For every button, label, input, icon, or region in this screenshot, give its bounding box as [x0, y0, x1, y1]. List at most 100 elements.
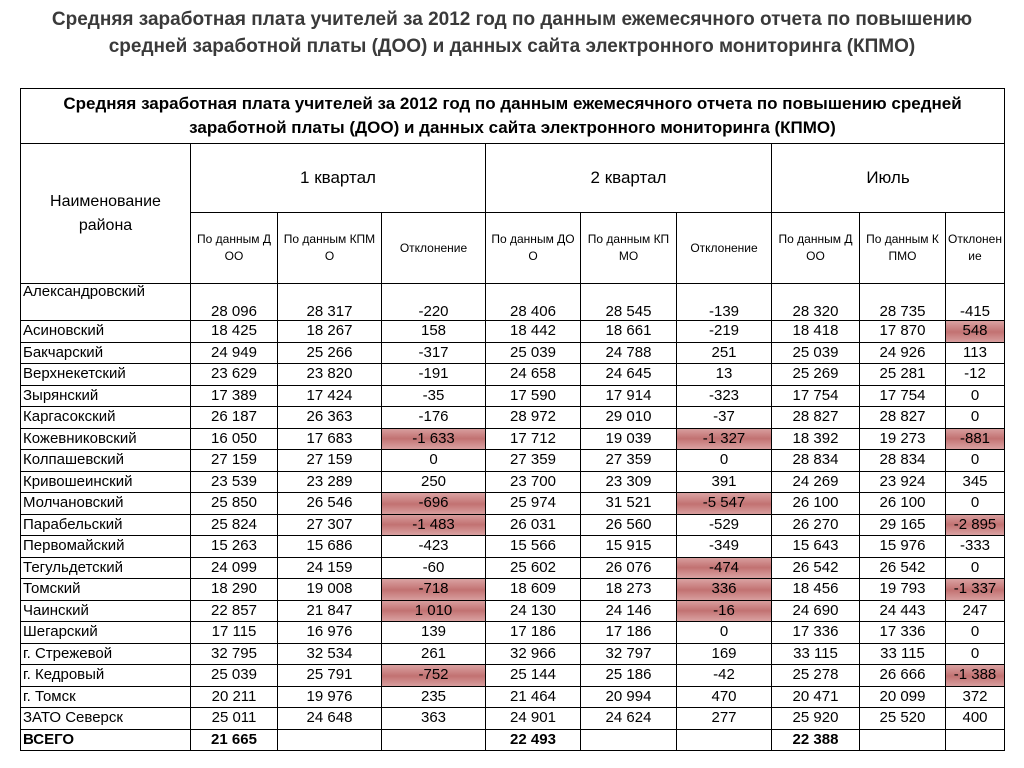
value-cell: 400 [945, 707, 1005, 730]
district-name: Кожевниковский [20, 427, 191, 450]
value-cell: 251 [676, 341, 772, 364]
value-cell: 18 442 [485, 320, 581, 343]
value-cell: 277 [676, 707, 772, 730]
value-cell: 25 278 [771, 664, 860, 687]
value-cell: 0 [945, 492, 1005, 515]
value-cell [580, 728, 677, 751]
value-cell: 28 735 [859, 283, 946, 321]
value-cell: -881 [945, 427, 1005, 450]
value-cell: 33 115 [771, 642, 860, 665]
value-cell: 0 [676, 449, 772, 472]
value-cell: 24 949 [190, 341, 278, 364]
value-cell: 17 115 [190, 621, 278, 644]
value-cell: 32 966 [485, 642, 581, 665]
value-cell [277, 728, 382, 751]
value-cell: 19 273 [859, 427, 946, 450]
data-row: Чаинский 22 857 21 847 1 010 24 130 24 146 -16… [20, 599, 1005, 622]
value-cell: 33 115 [859, 642, 946, 665]
data-row: г. Кедровый 25 039 25 791 -752 25 144 25 186-… [20, 664, 1005, 687]
period-header: Июль [771, 143, 1005, 213]
district-name: Томский [20, 578, 191, 601]
district-name: Молчановский [20, 492, 191, 515]
value-cell: -219 [676, 320, 772, 343]
value-cell: 24 645 [580, 363, 677, 386]
value-cell: 28 834 [771, 449, 860, 472]
value-cell: 25 186 [580, 664, 677, 687]
value-cell: 28 320 [771, 283, 860, 321]
value-cell: 18 418 [771, 320, 860, 343]
value-cell: 235 [381, 685, 486, 708]
value-cell: 25 039 [485, 341, 581, 364]
value-cell: 25 266 [277, 341, 382, 364]
value-cell: 18 392 [771, 427, 860, 450]
value-cell: 32 797 [580, 642, 677, 665]
value-cell: 17 754 [859, 384, 946, 407]
value-cell: 15 686 [277, 535, 382, 558]
value-cell: 17 336 [771, 621, 860, 644]
value-cell: 0 [945, 556, 1005, 579]
value-cell: 25 039 [190, 664, 278, 687]
page-title: Средняя заработная плата учителей за 201… [51, 9, 973, 57]
value-cell: -323 [676, 384, 772, 407]
value-cell: 20 994 [580, 685, 677, 708]
value-cell: -35 [381, 384, 486, 407]
value-cell: 0 [945, 449, 1005, 472]
data-row: ВСЕГО 21 665 22 493 22 388 [20, 728, 1005, 751]
value-cell: 17 870 [859, 320, 946, 343]
value-cell: 28 827 [771, 406, 860, 429]
value-cell: 23 539 [190, 470, 278, 493]
district-name: г. Кедровый [20, 664, 191, 687]
district-name: Парабельский [20, 513, 191, 536]
value-cell: 25 144 [485, 664, 581, 687]
value-cell: 24 443 [859, 599, 946, 622]
value-cell: 21 847 [277, 599, 382, 622]
column-subheader: По данным КПМО [580, 212, 677, 284]
value-cell: 26 100 [859, 492, 946, 515]
value-cell: -317 [381, 341, 486, 364]
district-name: Зырянский [20, 384, 191, 407]
value-cell: 0 [945, 384, 1005, 407]
value-cell: -5 547 [676, 492, 772, 515]
value-cell: 19 976 [277, 685, 382, 708]
value-cell: 24 624 [580, 707, 677, 730]
data-row: Первомайский 15 263 15 686 -423 15 566 15 915… [20, 535, 1005, 558]
value-cell: 19 008 [277, 578, 382, 601]
district-name: Бакчарский [20, 341, 191, 364]
value-cell: 0 [676, 621, 772, 644]
value-cell: 23 820 [277, 363, 382, 386]
value-cell: 25 269 [771, 363, 860, 386]
value-cell: 17 424 [277, 384, 382, 407]
district-name: Колпашевский [20, 449, 191, 472]
value-cell: 25 824 [190, 513, 278, 536]
value-cell: 15 643 [771, 535, 860, 558]
value-cell: -474 [676, 556, 772, 579]
value-cell: 28 317 [277, 283, 382, 321]
value-cell: 16 976 [277, 621, 382, 644]
value-cell: 247 [945, 599, 1005, 622]
value-cell: 17 389 [190, 384, 278, 407]
value-cell: 363 [381, 707, 486, 730]
period-header: 2 квартал [485, 143, 772, 213]
value-cell: -139 [676, 283, 772, 321]
value-cell [676, 728, 772, 751]
value-cell: 345 [945, 470, 1005, 493]
value-cell: 26 560 [580, 513, 677, 536]
column-subheader: Отклонение [381, 212, 486, 284]
value-cell: 22 388 [771, 728, 860, 751]
value-cell: -60 [381, 556, 486, 579]
value-cell: 372 [945, 685, 1005, 708]
value-cell: 20 099 [859, 685, 946, 708]
value-cell: 31 521 [580, 492, 677, 515]
district-name: Александровский [20, 283, 191, 321]
value-cell: 24 269 [771, 470, 860, 493]
value-cell: 24 658 [485, 363, 581, 386]
value-cell: -752 [381, 664, 486, 687]
value-cell: 17 683 [277, 427, 382, 450]
value-cell: 0 [381, 449, 486, 472]
district-name: Асиновский [20, 320, 191, 343]
value-cell: 17 712 [485, 427, 581, 450]
value-cell: -423 [381, 535, 486, 558]
data-row: Зырянский 17 389 17 424 -35 17 590 17 914 -323… [20, 384, 1005, 407]
district-name: г. Томск [20, 685, 191, 708]
